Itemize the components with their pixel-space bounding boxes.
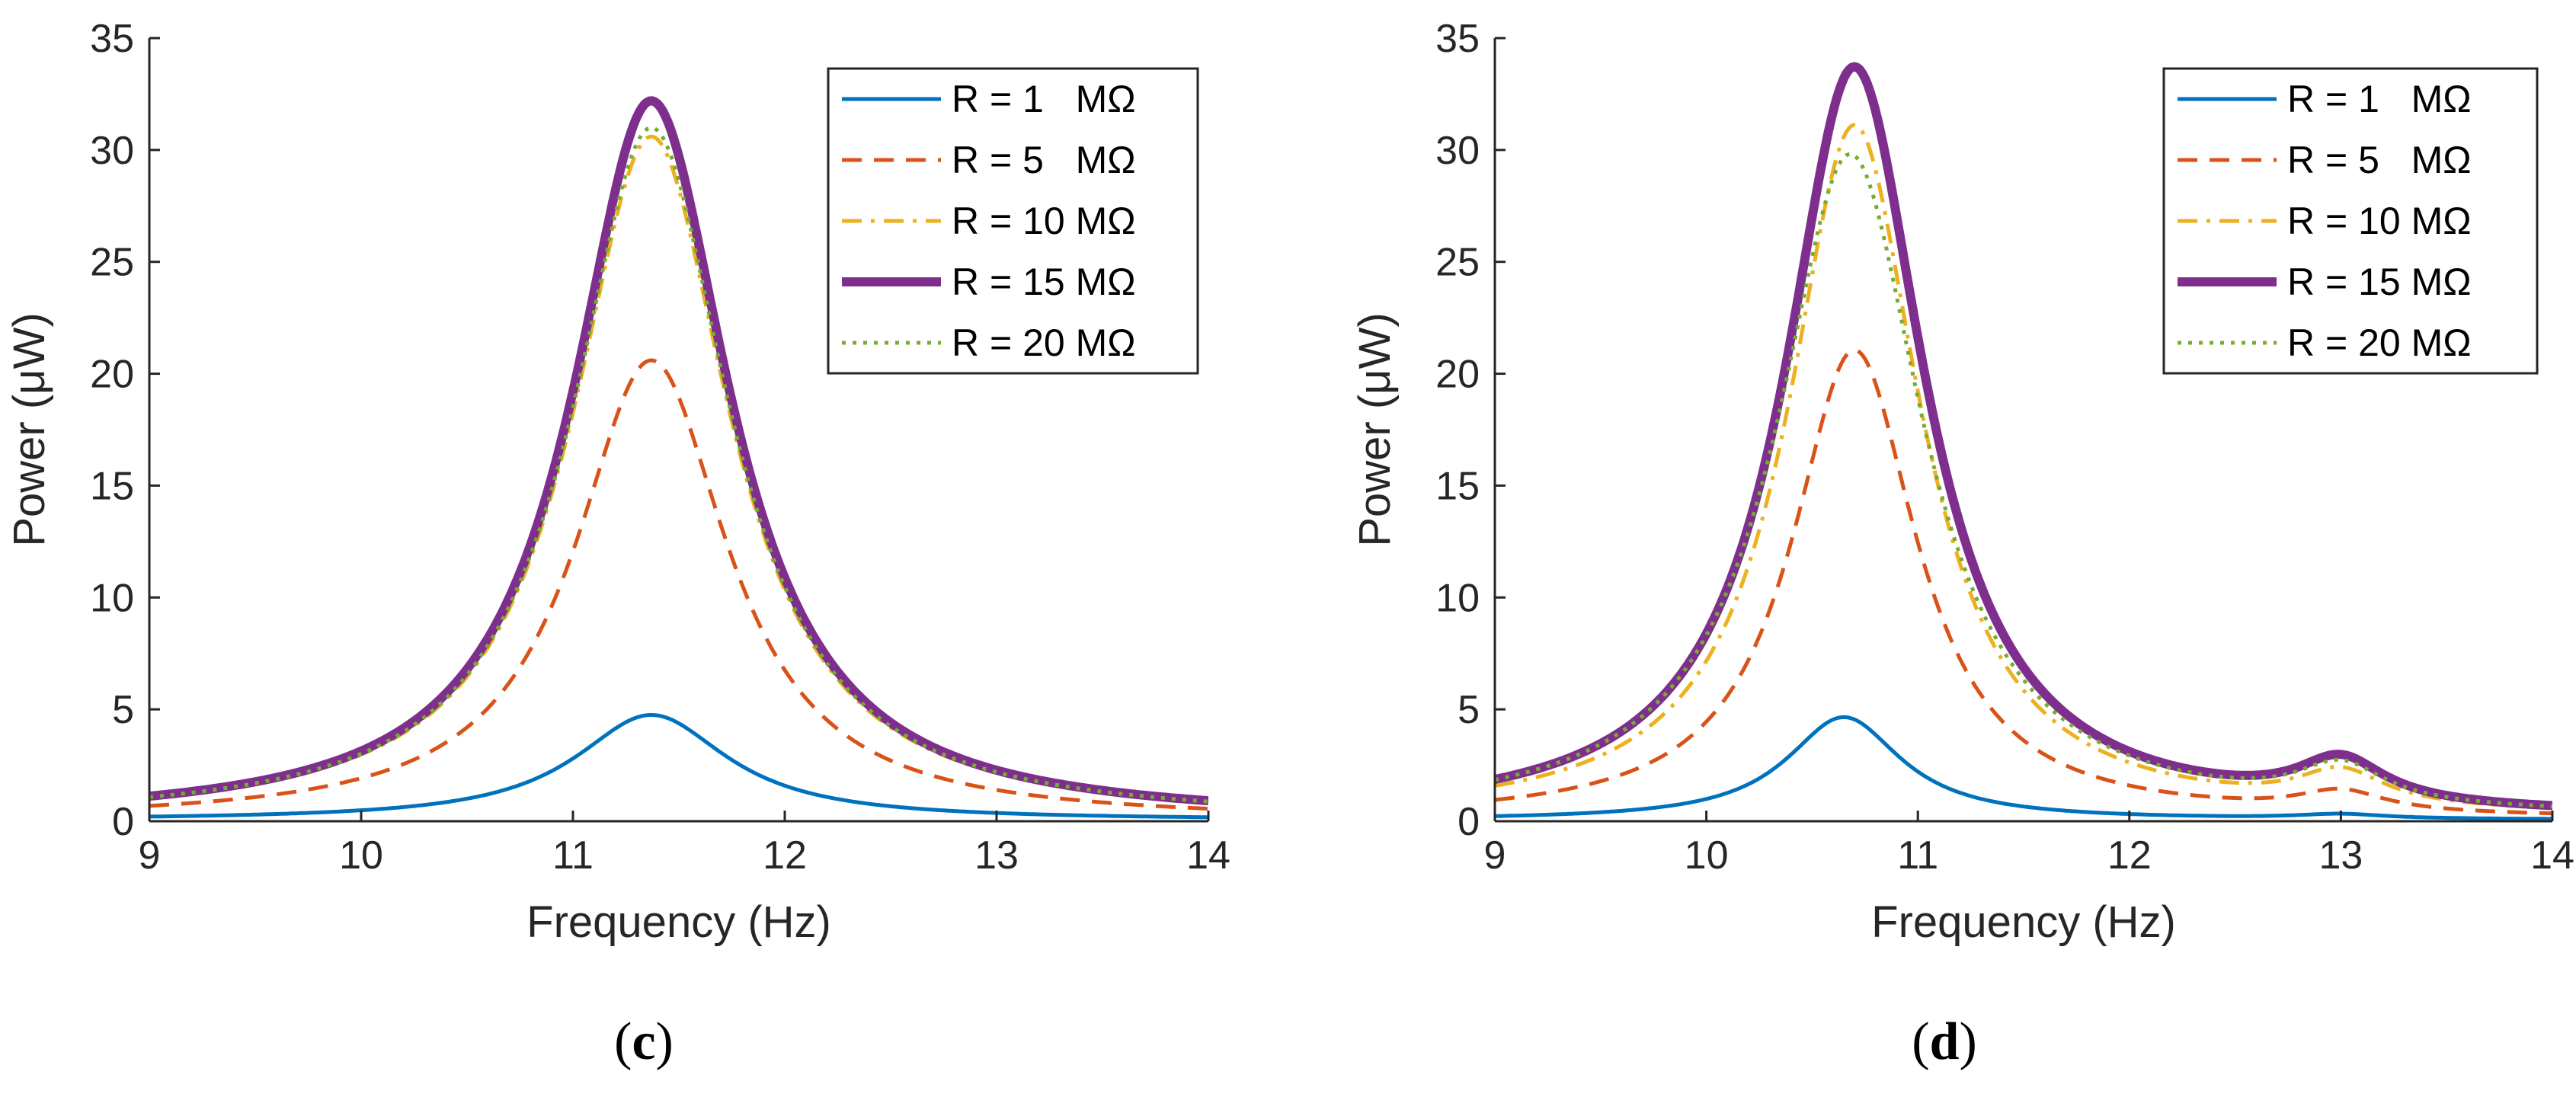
x-tick-label: 11 (1897, 833, 1938, 878)
legend-entry-2: R = 5 MΩ (952, 139, 1136, 181)
x-tick-label: 11 (552, 833, 594, 878)
y-tick-label: 5 (112, 688, 134, 732)
y-tick-label: 0 (112, 800, 134, 844)
y-tick-label: 35 (90, 17, 134, 61)
series-line-4 (149, 96, 1208, 806)
y-tick-label: 15 (90, 464, 134, 508)
panel-label-c: (c) (614, 1012, 674, 1071)
y-tick-label: 20 (90, 353, 134, 397)
y-tick-label: 25 (1435, 241, 1480, 285)
y-tick-label: 15 (1435, 464, 1480, 508)
series-line-5 (1495, 152, 2552, 808)
plot-area (149, 96, 1208, 820)
x-tick-label: 10 (339, 833, 383, 878)
x-axis-label: Frequency (Hz) (1871, 897, 2176, 947)
x-tick-label: 9 (1484, 833, 1506, 878)
x-tick-label: 12 (763, 833, 807, 878)
legend: R = 1 MΩ R = 5 MΩ R = 10 MΩ R = 15 MΩ R = 20… (827, 67, 1199, 375)
y-tick-label: 30 (1435, 129, 1480, 173)
y-tick-label: 20 (1435, 353, 1480, 397)
y-tick-label: 5 (1458, 688, 1480, 732)
legend-entry-3: R = 10 MΩ (2287, 200, 2472, 242)
x-tick-label: 10 (1685, 833, 1729, 878)
legend-entry-1: R = 1 MΩ (952, 78, 1136, 120)
legend-entry-1: R = 1 MΩ (2287, 78, 2472, 120)
series-line-2 (149, 358, 1208, 811)
series-line-1 (1495, 715, 2552, 821)
y-axis-label: Power (μW) (1350, 312, 1400, 546)
x-axis-label: Frequency (Hz) (526, 897, 831, 947)
y-tick-label: 10 (90, 576, 134, 620)
y-tick-label: 25 (90, 241, 134, 285)
panel-label-d: (d) (1912, 1012, 1977, 1071)
legend-entry-5: R = 20 MΩ (952, 321, 1136, 364)
y-tick-label: 10 (1435, 576, 1480, 620)
y-tick-label: 0 (1458, 800, 1480, 844)
y-axis-label: Power (μW) (5, 312, 54, 546)
legend-entry-2: R = 5 MΩ (2287, 139, 2472, 181)
plot-area (1495, 62, 2552, 821)
chart-panel-d: 9 10 11 12 13 14 0 5 10 15 20 25 30 35 Frequency (Hz) P… (1350, 17, 2574, 947)
x-tick-label: 14 (2530, 833, 2574, 878)
legend-entry-5: R = 20 MΩ (2287, 321, 2472, 364)
y-tick-label: 30 (90, 129, 134, 173)
x-tick-label: 13 (2318, 833, 2363, 878)
x-tick-label: 12 (2107, 833, 2152, 878)
legend-entry-4: R = 15 MΩ (2287, 261, 2472, 303)
x-tick-label: 14 (1186, 833, 1230, 878)
x-tick-label: 9 (139, 833, 161, 878)
y-tick-label: 35 (1435, 17, 1480, 61)
legend-entry-4: R = 15 MΩ (952, 261, 1136, 303)
series-line-3 (1495, 123, 2552, 811)
x-tick-label: 13 (974, 833, 1019, 878)
series-line-1 (149, 713, 1208, 820)
legend-entry-3: R = 10 MΩ (952, 200, 1136, 242)
series-line-2 (1495, 347, 2552, 816)
chart-panel-c: 9 10 11 12 13 14 0 5 10 15 20 25 30 35 Frequency (Hz) P… (5, 17, 1230, 947)
legend: R = 1 MΩ R = 5 MΩ R = 10 MΩ R = 15 MΩ R = 20… (2162, 67, 2539, 375)
